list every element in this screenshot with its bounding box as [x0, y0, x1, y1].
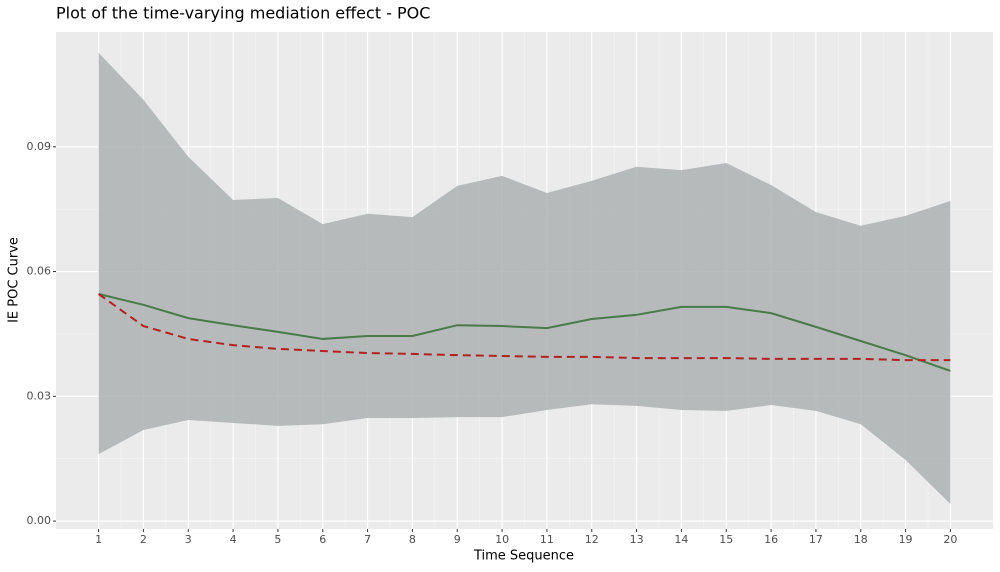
- x-axis-label: Time Sequence: [473, 549, 574, 564]
- y-tick-label: 0.00: [27, 514, 52, 527]
- y-tick-label: 0.06: [27, 265, 52, 278]
- x-tick-label: 7: [364, 533, 371, 546]
- x-tick-label: 5: [274, 533, 281, 546]
- x-tick-label: 17: [809, 533, 823, 546]
- x-tick-label: 8: [409, 533, 416, 546]
- x-tick-label: 16: [764, 533, 778, 546]
- x-tick-label: 6: [319, 533, 326, 546]
- line: [98, 293, 951, 362]
- x-tick-label: 18: [854, 533, 868, 546]
- x-tick-label: 12: [585, 533, 599, 546]
- x-tick-label: 2: [140, 533, 147, 546]
- x-tick-label: 13: [630, 533, 644, 546]
- x-tick-label: 20: [943, 533, 957, 546]
- x-tick-label: 9: [454, 533, 461, 546]
- chart-title: Plot of the time-varying mediation effec…: [56, 4, 430, 23]
- x-tick-label: 15: [719, 533, 733, 546]
- x-tick-label: 1: [95, 533, 102, 546]
- line: [98, 293, 951, 372]
- x-tick-label: 14: [674, 533, 688, 546]
- x-tick-label: 11: [540, 533, 554, 546]
- x-tick-label: 3: [185, 533, 192, 546]
- y-axis-label: IE POC Curve: [7, 237, 22, 323]
- x-tick-label: 19: [899, 533, 913, 546]
- x-tick-label: 10: [495, 533, 509, 546]
- confidence-band: [98, 52, 951, 505]
- y-tick-label: 0.03: [27, 389, 52, 402]
- y-tick-label: 0.09: [27, 140, 52, 153]
- x-tick-label: 4: [230, 533, 237, 546]
